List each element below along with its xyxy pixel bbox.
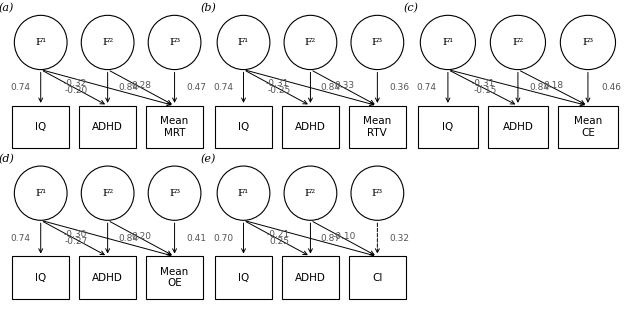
Bar xyxy=(282,106,339,148)
Text: -0.32: -0.32 xyxy=(63,79,87,88)
Text: 0.36: 0.36 xyxy=(389,83,410,92)
Bar xyxy=(488,106,548,148)
Text: IQ: IQ xyxy=(35,273,46,283)
Text: (a): (a) xyxy=(0,3,14,14)
Text: -0.20: -0.20 xyxy=(64,86,88,95)
Ellipse shape xyxy=(284,15,337,70)
Text: Mean
MRT: Mean MRT xyxy=(160,116,188,138)
Bar xyxy=(12,257,69,299)
Ellipse shape xyxy=(81,15,134,70)
Text: 0.74: 0.74 xyxy=(11,234,31,243)
Bar xyxy=(282,257,339,299)
Bar xyxy=(146,106,203,148)
Text: -0.30: -0.30 xyxy=(63,230,87,239)
Text: -0.31: -0.31 xyxy=(472,79,495,88)
Text: F²: F² xyxy=(305,189,316,198)
Bar xyxy=(349,106,406,148)
Text: F¹: F¹ xyxy=(442,38,454,47)
Text: 0.74: 0.74 xyxy=(417,83,437,92)
Text: 0.46: 0.46 xyxy=(602,83,622,92)
Bar xyxy=(558,106,618,148)
Text: ADHD: ADHD xyxy=(92,273,123,283)
Text: F³: F³ xyxy=(372,38,383,47)
Text: 0.87: 0.87 xyxy=(321,234,341,243)
Text: F²: F² xyxy=(512,38,524,47)
Ellipse shape xyxy=(351,15,404,70)
Text: 0.74: 0.74 xyxy=(11,83,31,92)
Text: -0.10: -0.10 xyxy=(333,232,356,241)
Text: 0.74: 0.74 xyxy=(213,83,233,92)
Text: ADHD: ADHD xyxy=(295,122,326,132)
Ellipse shape xyxy=(217,15,270,70)
Text: (c): (c) xyxy=(403,3,418,14)
Bar xyxy=(79,257,136,299)
Text: 0.32: 0.32 xyxy=(389,234,410,243)
Ellipse shape xyxy=(284,166,337,220)
Bar xyxy=(79,106,136,148)
Text: 0.20: 0.20 xyxy=(131,232,151,241)
Text: F²: F² xyxy=(102,189,114,198)
Text: F³: F³ xyxy=(169,189,180,198)
Text: 0.41: 0.41 xyxy=(187,234,207,243)
Text: 0.18: 0.18 xyxy=(543,81,563,90)
Text: 0.84: 0.84 xyxy=(321,83,341,92)
Text: ADHD: ADHD xyxy=(92,122,123,132)
Text: IQ: IQ xyxy=(35,122,46,132)
Ellipse shape xyxy=(149,166,201,220)
Text: F²: F² xyxy=(102,38,114,47)
Text: IQ: IQ xyxy=(238,122,249,132)
Text: -0.25: -0.25 xyxy=(267,86,291,95)
Text: -0.27: -0.27 xyxy=(64,237,88,246)
Text: IQ: IQ xyxy=(442,122,454,132)
Text: Mean
CE: Mean CE xyxy=(574,116,602,138)
Text: F¹: F¹ xyxy=(35,38,46,47)
Bar xyxy=(349,257,406,299)
Text: 0.47: 0.47 xyxy=(187,83,207,92)
Text: 0.33: 0.33 xyxy=(334,81,354,90)
Text: IQ: IQ xyxy=(238,273,249,283)
Ellipse shape xyxy=(490,15,545,70)
Text: (e): (e) xyxy=(201,154,217,164)
Ellipse shape xyxy=(217,166,270,220)
Ellipse shape xyxy=(14,15,67,70)
Ellipse shape xyxy=(351,166,404,220)
Ellipse shape xyxy=(421,15,475,70)
Text: ADHD: ADHD xyxy=(295,273,326,283)
Text: Mean
OE: Mean OE xyxy=(160,267,188,288)
Ellipse shape xyxy=(149,15,201,70)
Text: F¹: F¹ xyxy=(238,38,249,47)
Text: F¹: F¹ xyxy=(35,189,46,198)
Ellipse shape xyxy=(560,15,615,70)
Text: ADHD: ADHD xyxy=(502,122,534,132)
Bar xyxy=(215,257,272,299)
Text: Mean
RTV: Mean RTV xyxy=(363,116,391,138)
Bar xyxy=(146,257,203,299)
Text: 0.84: 0.84 xyxy=(118,83,138,92)
Ellipse shape xyxy=(81,166,134,220)
Text: 0.84: 0.84 xyxy=(118,234,138,243)
Text: -0.31: -0.31 xyxy=(266,79,290,88)
Text: F³: F³ xyxy=(169,38,180,47)
Text: 0.70: 0.70 xyxy=(213,234,233,243)
Bar xyxy=(215,106,272,148)
Text: 0.25: 0.25 xyxy=(269,237,289,246)
Text: 0.28: 0.28 xyxy=(131,81,151,90)
Text: CI: CI xyxy=(372,273,383,283)
Text: F³: F³ xyxy=(582,38,593,47)
Text: F¹: F¹ xyxy=(238,189,249,198)
Text: (d): (d) xyxy=(0,154,14,164)
Text: F³: F³ xyxy=(372,189,383,198)
Text: -0.21: -0.21 xyxy=(266,230,290,239)
Text: 0.84: 0.84 xyxy=(529,83,549,92)
Bar xyxy=(12,106,69,148)
Text: F²: F² xyxy=(305,38,316,47)
Text: -0.15: -0.15 xyxy=(474,86,497,95)
Ellipse shape xyxy=(14,166,67,220)
Bar xyxy=(418,106,477,148)
Text: (b): (b) xyxy=(201,3,217,14)
